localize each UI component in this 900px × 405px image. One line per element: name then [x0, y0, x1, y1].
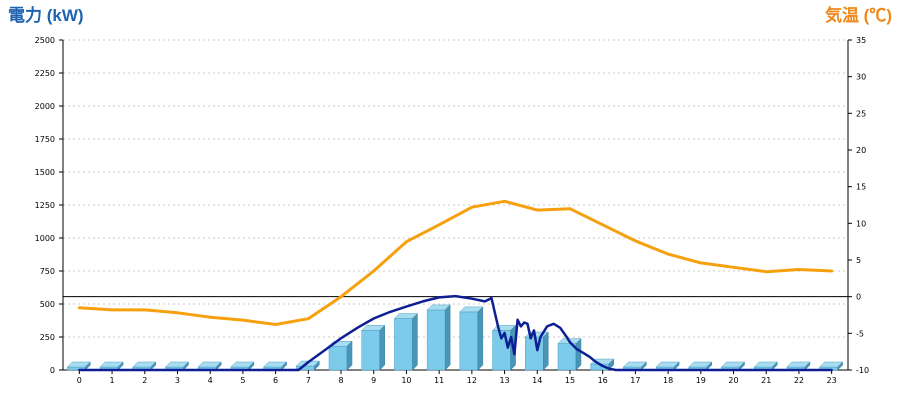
- y-left-tick-label: 2500: [35, 36, 55, 45]
- tick-labels: 02505007501000125015001750200022502500-1…: [35, 36, 869, 385]
- x-tick-label: 7: [306, 376, 311, 385]
- power-bar: [361, 324, 386, 371]
- x-tick-label: 4: [208, 376, 213, 385]
- bar-side: [575, 337, 582, 371]
- x-tick-label: 12: [467, 376, 477, 385]
- x-tick-label: 20: [728, 376, 738, 385]
- x-tick-label: 19: [696, 376, 706, 385]
- temperature-line: [77, 199, 834, 326]
- y-right-tick-label: 5: [856, 256, 861, 265]
- x-tick-label: 16: [598, 376, 608, 385]
- y-left-tick-label: 2000: [35, 102, 55, 111]
- bar-side: [837, 361, 843, 371]
- x-tick-label: 14: [532, 376, 542, 385]
- y-right-tick-label: 30: [856, 73, 866, 82]
- bar-front: [328, 345, 348, 371]
- power-bar: [164, 361, 190, 371]
- y-right-axis-title: 気温 (℃): [824, 6, 892, 25]
- y-right-tick-label: 0: [856, 293, 861, 302]
- x-tick-label: 2: [142, 376, 147, 385]
- y-left-tick-label: 500: [40, 300, 55, 309]
- power-bar: [688, 361, 713, 371]
- bar-front: [394, 318, 413, 371]
- power-bar: [819, 361, 844, 371]
- power-bar: [230, 361, 255, 371]
- power-bar: [753, 361, 778, 371]
- bar-side: [379, 324, 385, 371]
- power-bar: [66, 361, 91, 371]
- y-left-tick-label: 0: [50, 366, 55, 375]
- bar-front: [361, 330, 380, 371]
- y-right-tick-label: 20: [856, 146, 866, 155]
- y-left-tick-label: 1250: [35, 201, 55, 210]
- y-left-tick-label: 1500: [35, 168, 55, 177]
- y-left-tick-label: 2250: [35, 69, 55, 78]
- x-tick-label: 18: [663, 376, 673, 385]
- bar-side: [412, 312, 418, 371]
- x-tick-label: 15: [565, 376, 575, 385]
- x-tick-label: 1: [110, 376, 115, 385]
- x-tick-label: 10: [401, 376, 411, 385]
- y-left-axis-title: 電力 (kW): [8, 6, 84, 25]
- bar-side: [314, 360, 320, 371]
- power-bars: [66, 304, 844, 371]
- power-bar: [426, 304, 451, 371]
- bar-front: [557, 343, 577, 371]
- power-line: [78, 294, 833, 372]
- bar-front: [426, 309, 446, 371]
- x-tick-label: 13: [499, 376, 509, 385]
- y-right-tick-label: 35: [856, 36, 866, 45]
- x-tick-label: 21: [761, 376, 771, 385]
- y-left-tick-label: 1750: [35, 135, 55, 144]
- x-tick-label: 17: [630, 376, 640, 385]
- y-right-tick-label: -5: [856, 329, 864, 338]
- power-bar: [459, 306, 484, 371]
- bar-side: [477, 306, 484, 371]
- power-bar: [720, 361, 746, 371]
- bar-side: [543, 331, 549, 371]
- power-bar: [557, 337, 582, 371]
- y-left-tick-label: 250: [40, 333, 55, 342]
- x-tick-label: 0: [77, 376, 82, 385]
- grid-lines: [63, 39, 848, 338]
- axes: [59, 39, 852, 374]
- x-tick-label: 3: [175, 376, 180, 385]
- x-tick-label: 5: [240, 376, 245, 385]
- y-right-tick-label: 15: [856, 183, 866, 192]
- x-tick-label: 23: [827, 376, 837, 385]
- power-bar: [393, 312, 419, 371]
- x-tick-label: 8: [338, 376, 343, 385]
- y-right-tick-label: 10: [856, 219, 866, 228]
- y-right-tick-label: -10: [856, 366, 869, 375]
- y-left-tick-label: 750: [40, 267, 55, 276]
- power-bar: [197, 361, 222, 371]
- y-left-tick-label: 1000: [35, 234, 55, 243]
- x-tick-label: 6: [273, 376, 278, 385]
- bar-side: [444, 304, 451, 371]
- power-line-series: [78, 294, 833, 372]
- bar-side: [346, 340, 353, 371]
- bar-front: [459, 311, 479, 371]
- temperature-series: [77, 199, 834, 326]
- power-bar: [590, 358, 615, 371]
- y-right-tick-label: 25: [856, 109, 866, 118]
- power-bar: [99, 361, 124, 371]
- power-bar: [328, 340, 353, 371]
- x-tick-label: 22: [794, 376, 804, 385]
- x-tick-label: 11: [434, 376, 444, 385]
- x-tick-label: 9: [371, 376, 376, 385]
